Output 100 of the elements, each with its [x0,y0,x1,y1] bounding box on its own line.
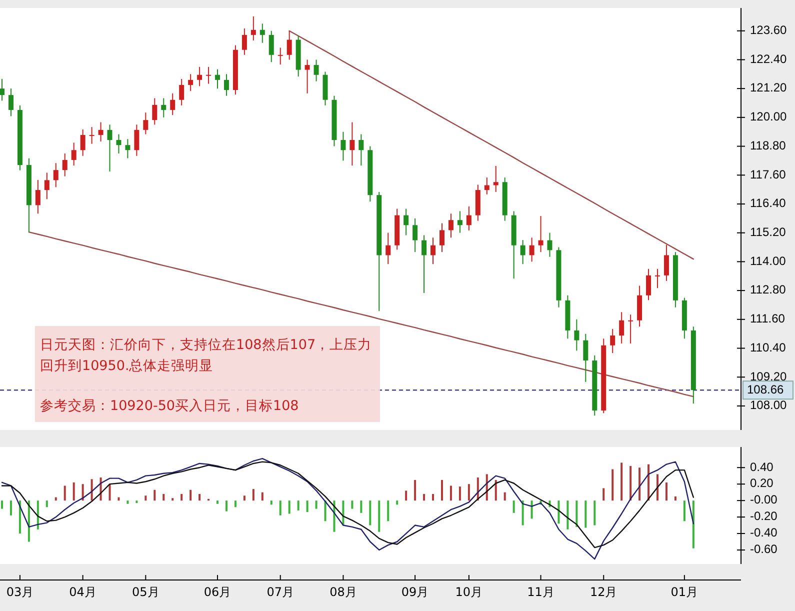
bar [405,490,408,501]
candlestick [161,98,166,118]
y-tick-label: 117.60 [750,167,786,182]
candlestick [278,47,283,66]
y-tick-label: 108.00 [750,398,788,412]
bar [450,486,452,501]
candlestick [520,240,526,265]
candlestick [44,172,50,200]
bar [602,488,605,501]
bar [683,500,686,522]
candlestick [71,142,76,166]
y-tick-label: 115.20 [750,225,786,239]
bar [468,484,470,501]
candlestick [8,88,14,117]
candlestick [89,126,94,144]
y-tick-label: 120.00 [750,110,788,124]
candlestick [224,74,229,96]
candlestick [197,66,202,87]
y-tick-label: 123.60 [750,23,788,38]
candlestick [143,112,148,135]
x-tick-label: 12月 [590,585,618,599]
bar [512,500,515,513]
bar [458,486,461,501]
bar [396,500,398,505]
bar [638,468,641,501]
bar [144,496,147,501]
bar [288,500,290,514]
bar [692,500,694,548]
bar [108,484,111,501]
bar [494,480,497,501]
candlestick [134,124,140,156]
bar [261,492,264,501]
x-tick-label: 01月 [670,585,698,599]
candlestick [350,122,355,166]
bar [656,474,658,501]
y-tick-label: 112.80 [750,282,786,297]
candlestick [448,213,454,238]
x-tick-label: 08月 [330,585,357,599]
candlestick [430,237,436,265]
annotation: 日元天图：汇价向下，支持位在108然后107，上压力回升到10950.总体走强明显 [40,336,372,374]
bar [234,500,236,508]
bar [423,494,426,501]
y-tick-label: 121.20 [750,80,788,95]
bar [440,480,443,501]
candlestick [152,98,158,126]
candlestick [286,30,292,60]
bar [378,500,380,532]
candlestick [412,218,418,253]
y-tick-label: 118.80 [750,138,786,152]
candlestick [529,237,534,262]
candlestick [80,128,86,156]
bar [558,500,560,524]
bar [369,500,372,526]
candlestick [250,16,256,41]
bar [530,500,533,519]
candlestick [215,68,220,90]
bar [315,500,318,509]
bar [64,486,66,501]
bar [190,490,192,501]
bar [612,469,614,501]
y-tick-label: 114.00 [750,254,786,268]
candlestick [206,66,212,84]
bar [270,500,272,505]
bar [306,500,308,512]
bar [154,490,156,501]
bar [630,466,632,501]
candlestick [484,177,490,195]
candlestick [62,152,68,177]
candlestick [583,333,588,382]
bar [136,500,138,504]
candlestick [53,162,58,188]
bar [243,496,246,501]
candlestick [260,23,265,44]
candlestick [125,138,130,159]
bar [10,500,12,516]
y-tick-label: 0.40 [750,460,774,474]
bar [665,482,668,501]
x-tick-label: 03月 [6,585,34,599]
candlestick [242,28,247,56]
bar [620,462,623,501]
bar [118,497,120,501]
bar [198,494,201,501]
candlestick [538,215,544,253]
candlestick [664,244,669,282]
candlestick [654,268,660,289]
candlestick [179,78,184,106]
line-series [28,232,694,398]
x-tick-label: 07月 [266,585,294,599]
bar [360,500,362,513]
bar [225,500,228,512]
bar [54,497,57,501]
candlestick [268,30,274,63]
y-tick-label: 116.40 [750,196,786,210]
y-tick-label: -0.40 [750,526,778,540]
bar [584,500,587,528]
bar [46,500,48,508]
candlestick [439,222,444,253]
bar [297,500,300,510]
y-tick-label: -0.60 [750,542,778,556]
bar [674,496,676,501]
